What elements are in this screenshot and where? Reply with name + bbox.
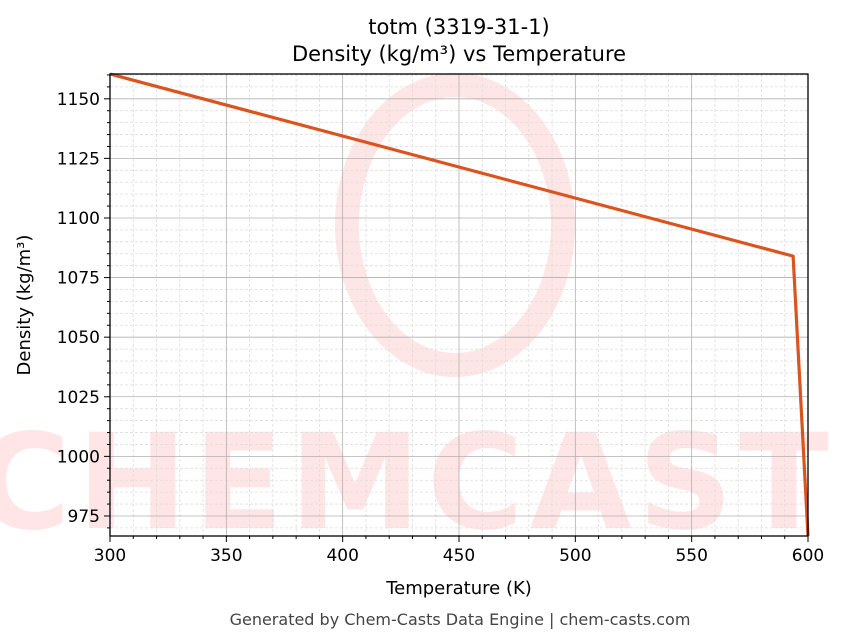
watermark: CHEMCASTS <box>0 73 843 560</box>
footer-credit: Generated by Chem-Casts Data Engine | ch… <box>230 610 691 629</box>
y-axis-label: Density (kg/m³) <box>14 235 35 376</box>
y-tick-label: 1075 <box>57 269 100 289</box>
y-tick-label: 1125 <box>57 149 100 169</box>
y-tick-label: 1100 <box>57 209 100 229</box>
svg-text:CHEMCASTS: CHEMCASTS <box>0 406 843 560</box>
x-axis-label: Temperature (K) <box>385 578 532 599</box>
x-tick-label: 400 <box>326 546 358 566</box>
density-line <box>109 72 810 537</box>
x-tick-label: 550 <box>675 546 707 566</box>
y-tick-label: 1000 <box>57 447 100 467</box>
chart-title: totm (3319-31-1) <box>368 15 550 39</box>
x-tick-label: 500 <box>559 546 591 566</box>
x-tick-label: 350 <box>210 546 242 566</box>
y-tick-label: 975 <box>68 507 100 527</box>
y-tick-label: 1050 <box>57 328 100 348</box>
x-tick-label: 450 <box>443 546 475 566</box>
y-tick-label: 1150 <box>57 90 100 110</box>
y-tick-label: 1025 <box>57 388 100 408</box>
chart-subtitle: Density (kg/m³) vs Temperature <box>292 42 626 66</box>
x-tick-label: 600 <box>792 546 824 566</box>
x-tick-label: 300 <box>94 546 126 566</box>
